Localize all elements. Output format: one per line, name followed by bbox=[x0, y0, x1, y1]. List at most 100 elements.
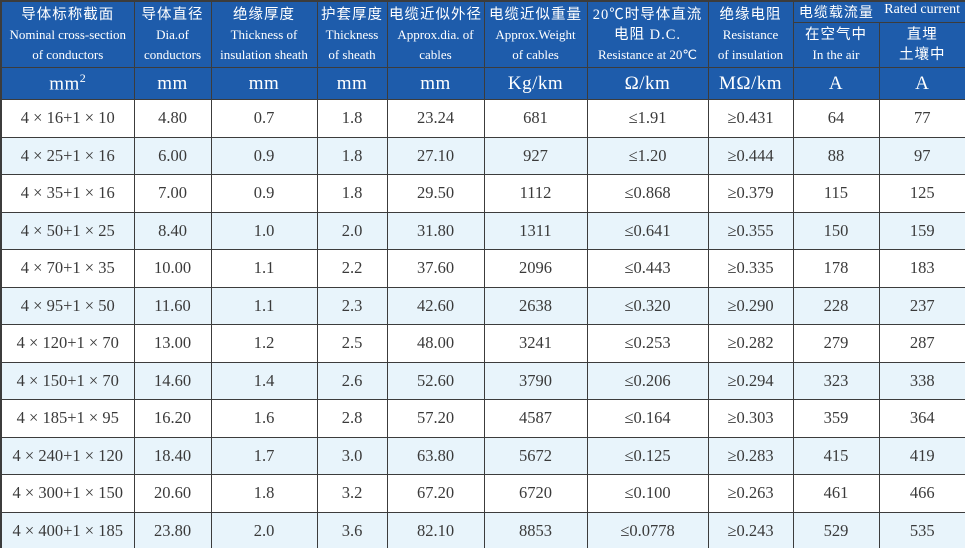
table-cell: 57.20 bbox=[386, 399, 485, 438]
table-header: 导体标称截面 Nominal cross-section of conducto… bbox=[0, 0, 965, 100]
table-cell: 27.10 bbox=[386, 136, 485, 175]
table-cell: 4 × 35+1 × 16 bbox=[0, 174, 135, 213]
table-cell: 14.60 bbox=[133, 361, 212, 400]
header-approx-diameter-zh: 电缆近似外径 bbox=[389, 6, 482, 23]
table-cell: 88 bbox=[792, 136, 880, 175]
table-cell: 1.8 bbox=[316, 136, 388, 175]
table-row: 4 × 16+1 × 10 4.80 0.7 1.8 23.24 681 ≤1.91 ≥0.4… bbox=[0, 99, 965, 138]
header-insulation-resistance-en: Resistance of insulation bbox=[717, 26, 784, 62]
header-diameter-en: Dia.of conductors bbox=[143, 26, 202, 62]
table-cell: 364 bbox=[878, 399, 965, 438]
table-cell: ≥0.283 bbox=[707, 436, 794, 475]
table-cell: 1.2 bbox=[210, 324, 318, 363]
table-cell: 4 × 70+1 × 35 bbox=[0, 249, 135, 288]
table-cell: 3.2 bbox=[316, 474, 388, 513]
table-cell: ≥0.335 bbox=[707, 249, 794, 288]
table-cell: 2.5 bbox=[316, 324, 388, 363]
table-cell: 11.60 bbox=[133, 286, 212, 325]
header-insulation-resistance: 绝缘电阻 Resistance of insulation bbox=[707, 0, 794, 68]
unit-insulation-resistance: MΩ/km bbox=[707, 67, 794, 100]
table-cell: 419 bbox=[878, 436, 965, 475]
unit-dc-resistance: Ω/km bbox=[586, 67, 709, 100]
table-cell: ≥0.444 bbox=[707, 136, 794, 175]
table-cell: 2.6 bbox=[316, 361, 388, 400]
header-insulation-thickness-zh: 绝缘厚度 bbox=[233, 6, 295, 23]
table-row: 4 × 95+1 × 50 11.60 1.1 2.3 42.60 2638 ≤0.320 ≥… bbox=[0, 286, 965, 325]
table-cell: 2.3 bbox=[316, 286, 388, 325]
table-row: 4 × 35+1 × 16 7.00 0.9 1.8 29.50 1112 ≤0.868 ≥0… bbox=[0, 174, 965, 213]
header-cross-section-zh: 导体标称截面 bbox=[21, 6, 115, 23]
table-cell: 2096 bbox=[483, 249, 588, 288]
header-insulation-resistance-zh: 绝缘电阻 bbox=[719, 6, 782, 23]
table-cell: 18.40 bbox=[133, 436, 212, 475]
table-cell: ≤1.20 bbox=[586, 136, 709, 175]
unit-cross-section: mm2 bbox=[0, 67, 135, 100]
table-cell: ≥0.294 bbox=[707, 361, 794, 400]
table-cell: 681 bbox=[483, 99, 588, 138]
table-cell: 4 × 25+1 × 16 bbox=[0, 136, 135, 175]
unit-insulation-thickness: mm bbox=[210, 67, 318, 100]
table-cell: 237 bbox=[878, 286, 965, 325]
table-cell: ≤0.320 bbox=[586, 286, 709, 325]
table-body: 4 × 16+1 × 10 4.80 0.7 1.8 23.24 681 ≤1.91 ≥0.4… bbox=[0, 99, 965, 548]
table-cell: 183 bbox=[878, 249, 965, 288]
unit-buried-soil: A bbox=[878, 67, 965, 100]
table-cell: 338 bbox=[878, 361, 965, 400]
table-cell: 4 × 185+1 × 95 bbox=[0, 399, 135, 438]
table-row: 4 × 240+1 × 120 18.40 1.7 3.0 63.80 5672 ≤0.12… bbox=[0, 436, 965, 475]
table-cell: 77 bbox=[878, 99, 965, 138]
unit-row: mm2 mm mm mm mm Kg/km Ω/km MΩ/km A A bbox=[0, 67, 965, 100]
table-cell: 82.10 bbox=[386, 511, 485, 548]
table-cell: 4 × 16+1 × 10 bbox=[0, 99, 135, 138]
table-cell: ≤0.253 bbox=[586, 324, 709, 363]
table-cell: 7.00 bbox=[133, 174, 212, 213]
table-cell: 3.0 bbox=[316, 436, 388, 475]
table-cell: 67.20 bbox=[386, 474, 485, 513]
table-cell: 10.00 bbox=[133, 249, 212, 288]
unit-sheath-thickness: mm bbox=[316, 67, 388, 100]
table-row: 4 × 300+1 × 150 20.60 1.8 3.2 67.20 6720 ≤0.10… bbox=[0, 474, 965, 513]
header-dc-resistance-en: Resistance at 20℃ bbox=[597, 46, 698, 62]
header-cross-section-en: Nominal cross-section of conductors bbox=[9, 26, 127, 62]
table-cell: 359 bbox=[792, 399, 880, 438]
table-cell: 4 × 150+1 × 70 bbox=[0, 361, 135, 400]
header-sheath-thickness: 护套厚度 Thickness of sheath bbox=[316, 0, 388, 68]
table-cell: 159 bbox=[878, 211, 965, 250]
table-row: 4 × 25+1 × 16 6.00 0.9 1.8 27.10 927 ≤1.20 ≥0.4… bbox=[0, 136, 965, 175]
table-cell: ≥0.379 bbox=[707, 174, 794, 213]
header-insulation-thickness: 绝缘厚度 Thickness of insulation sheath bbox=[210, 0, 318, 68]
header-rated-current-group-zh: 电缆载流量 bbox=[798, 6, 874, 21]
table-cell: 97 bbox=[878, 136, 965, 175]
table-cell: 2638 bbox=[483, 286, 588, 325]
table-cell: 0.9 bbox=[210, 174, 318, 213]
table-cell: 13.00 bbox=[133, 324, 212, 363]
table-cell: 4 × 400+1 × 185 bbox=[0, 511, 135, 548]
table-row: 4 × 120+1 × 70 13.00 1.2 2.5 48.00 3241 ≤0.253… bbox=[0, 324, 965, 363]
table-cell: 461 bbox=[792, 474, 880, 513]
table-cell: 1.4 bbox=[210, 361, 318, 400]
header-approx-diameter-en: Approx.dia. of cables bbox=[397, 26, 474, 62]
header-diameter-zh: 导体直径 bbox=[141, 6, 204, 23]
table-cell: 23.80 bbox=[133, 511, 212, 548]
unit-approx-diameter: mm bbox=[386, 67, 485, 100]
table-cell: 1.0 bbox=[210, 211, 318, 250]
table-cell: ≥0.263 bbox=[707, 474, 794, 513]
table-cell: 52.60 bbox=[386, 361, 485, 400]
table-cell: 6.00 bbox=[133, 136, 212, 175]
table-cell: ≤0.164 bbox=[586, 399, 709, 438]
header-approx-weight-en: Approx.Weight of cables bbox=[495, 26, 576, 62]
table-cell: 279 bbox=[792, 324, 880, 363]
table-cell: 115 bbox=[792, 174, 880, 213]
table-cell: 4 × 240+1 × 120 bbox=[0, 436, 135, 475]
table-cell: 1112 bbox=[483, 174, 588, 213]
table-cell: 37.60 bbox=[386, 249, 485, 288]
table-cell: 1.1 bbox=[210, 286, 318, 325]
table-cell: 2.0 bbox=[316, 211, 388, 250]
table-cell: 4587 bbox=[483, 399, 588, 438]
table-cell: 8853 bbox=[483, 511, 588, 548]
table-cell: 178 bbox=[792, 249, 880, 288]
table-cell: 3.6 bbox=[316, 511, 388, 548]
table-cell: 16.20 bbox=[133, 399, 212, 438]
table-cell: ≥0.431 bbox=[707, 99, 794, 138]
